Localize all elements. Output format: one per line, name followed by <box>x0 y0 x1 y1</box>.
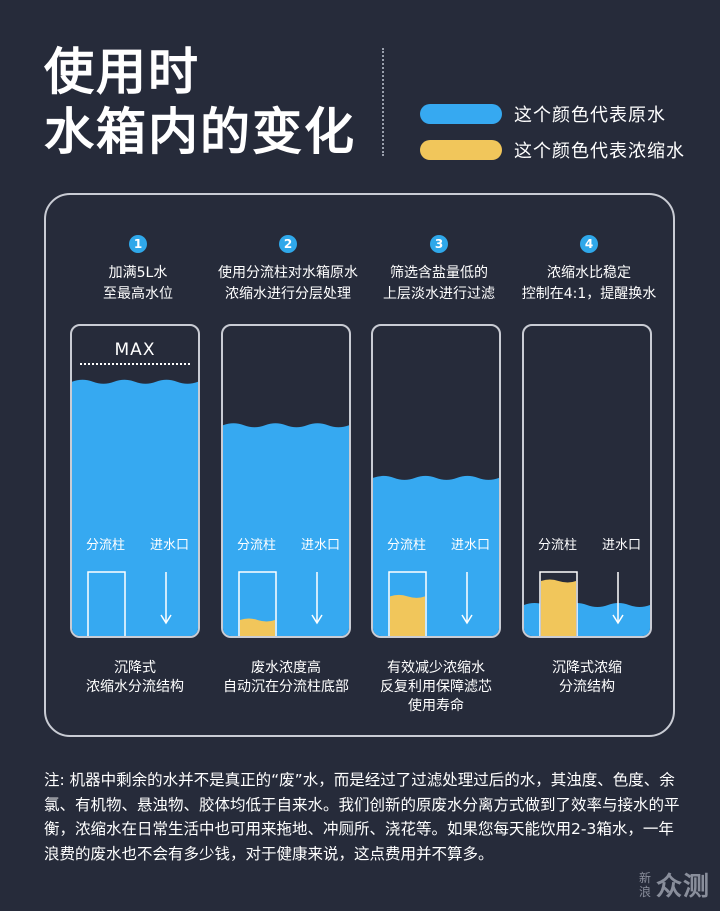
title-line-1: 使用时 <box>44 43 200 101</box>
inlet-arrow-icon <box>461 614 473 625</box>
step-number-3: 3 <box>430 235 448 253</box>
inlet-arrow-icon <box>160 614 172 625</box>
diversion-column <box>87 571 126 636</box>
step-number-1: 1 <box>129 235 147 253</box>
legend-label-concentrate: 这个颜色代表浓缩水 <box>514 141 685 162</box>
step-text-1: 加满5L水 至最高水位 <box>103 265 173 302</box>
step-number-4: 4 <box>580 235 598 253</box>
column-label-4: 分流柱 <box>538 538 578 553</box>
step-2: 2 使用分流柱对水箱原水 浓缩水进行分层处理 <box>208 235 368 305</box>
concentrate-fill <box>541 579 576 636</box>
inlet-label-4: 进水口 <box>602 538 642 553</box>
legend-item-raw-water: 这个颜色代表原水 <box>420 96 685 132</box>
caption-3: 有效减少浓缩水 反复利用保障滤芯 使用寿命 <box>380 660 492 714</box>
process-panel: 1 加满5L水 至最高水位 MAX 分流柱 进水口 沉降式 浓缩水分流结构 2 … <box>44 193 675 737</box>
step-1: 1 加满5L水 至最高水位 <box>58 235 218 305</box>
raw-water-fill <box>72 379 198 636</box>
title-line-2: 水箱内的变化 <box>44 103 356 161</box>
column-label-3: 分流柱 <box>387 538 427 553</box>
step-text-2: 使用分流柱对水箱原水 浓缩水进行分层处理 <box>218 265 358 302</box>
raw-water-swatch <box>420 104 502 124</box>
tank-3: 分流柱 进水口 <box>371 324 501 638</box>
step-number-2: 2 <box>279 235 297 253</box>
step-3: 3 筛选含盐量低的 上层淡水进行过滤 <box>359 235 519 305</box>
diversion-column <box>238 571 277 636</box>
inlet-label-3: 进水口 <box>451 538 491 553</box>
inlet-label-2: 进水口 <box>301 538 341 553</box>
legend-item-concentrate: 这个颜色代表浓缩水 <box>420 132 685 168</box>
column-label-2: 分流柱 <box>237 538 277 553</box>
tank-4-drawing <box>524 571 650 636</box>
tank-1: MAX 分流柱 进水口 <box>70 324 200 638</box>
tank-3-drawing <box>373 475 499 636</box>
step-text-3: 筛选含盐量低的 上层淡水进行过滤 <box>383 265 495 302</box>
tank-1-drawing <box>72 379 198 636</box>
column-label-1: 分流柱 <box>86 538 126 553</box>
inlet-label-1: 进水口 <box>150 538 190 553</box>
step-4: 4 浓缩水比稳定 控制在4:1，提醒换水 <box>509 235 669 305</box>
diversion-column <box>388 571 427 636</box>
caption-1: 沉降式 浓缩水分流结构 <box>86 660 184 695</box>
raw-water-fill <box>223 423 349 636</box>
max-line <box>80 363 190 365</box>
concentrate-fill <box>240 618 275 636</box>
watermark-big: 众测 <box>655 872 710 902</box>
tank-2: 分流柱 进水口 <box>221 324 351 638</box>
concentrate-swatch <box>420 140 502 160</box>
inlet-arrow-icon <box>311 614 323 625</box>
footnote: 注: 机器中剩余的水并不是真正的“废”水，而是经过了过滤处理过后的水，其浊度、色… <box>44 771 680 863</box>
watermark: 新浪 众测 <box>638 866 710 903</box>
max-label: MAX <box>114 340 156 360</box>
watermark-small: 新浪 <box>638 870 651 899</box>
caption-2: 废水浓度高 自动沉在分流柱底部 <box>223 660 349 695</box>
legend: 这个颜色代表原水 这个颜色代表浓缩水 <box>420 96 685 168</box>
step-text-4: 浓缩水比稳定 控制在4:1，提醒换水 <box>521 265 657 302</box>
title-divider <box>382 48 384 156</box>
legend-label-raw-water: 这个颜色代表原水 <box>514 105 666 126</box>
page-title: 使用时 水箱内的变化 <box>44 42 356 162</box>
tank-2-drawing <box>223 423 349 636</box>
caption-4: 沉降式浓缩 分流结构 <box>552 660 622 695</box>
tank-4: 分流柱 进水口 <box>522 324 652 638</box>
inlet-arrow-icon <box>612 614 624 625</box>
concentrate-fill <box>390 594 425 636</box>
